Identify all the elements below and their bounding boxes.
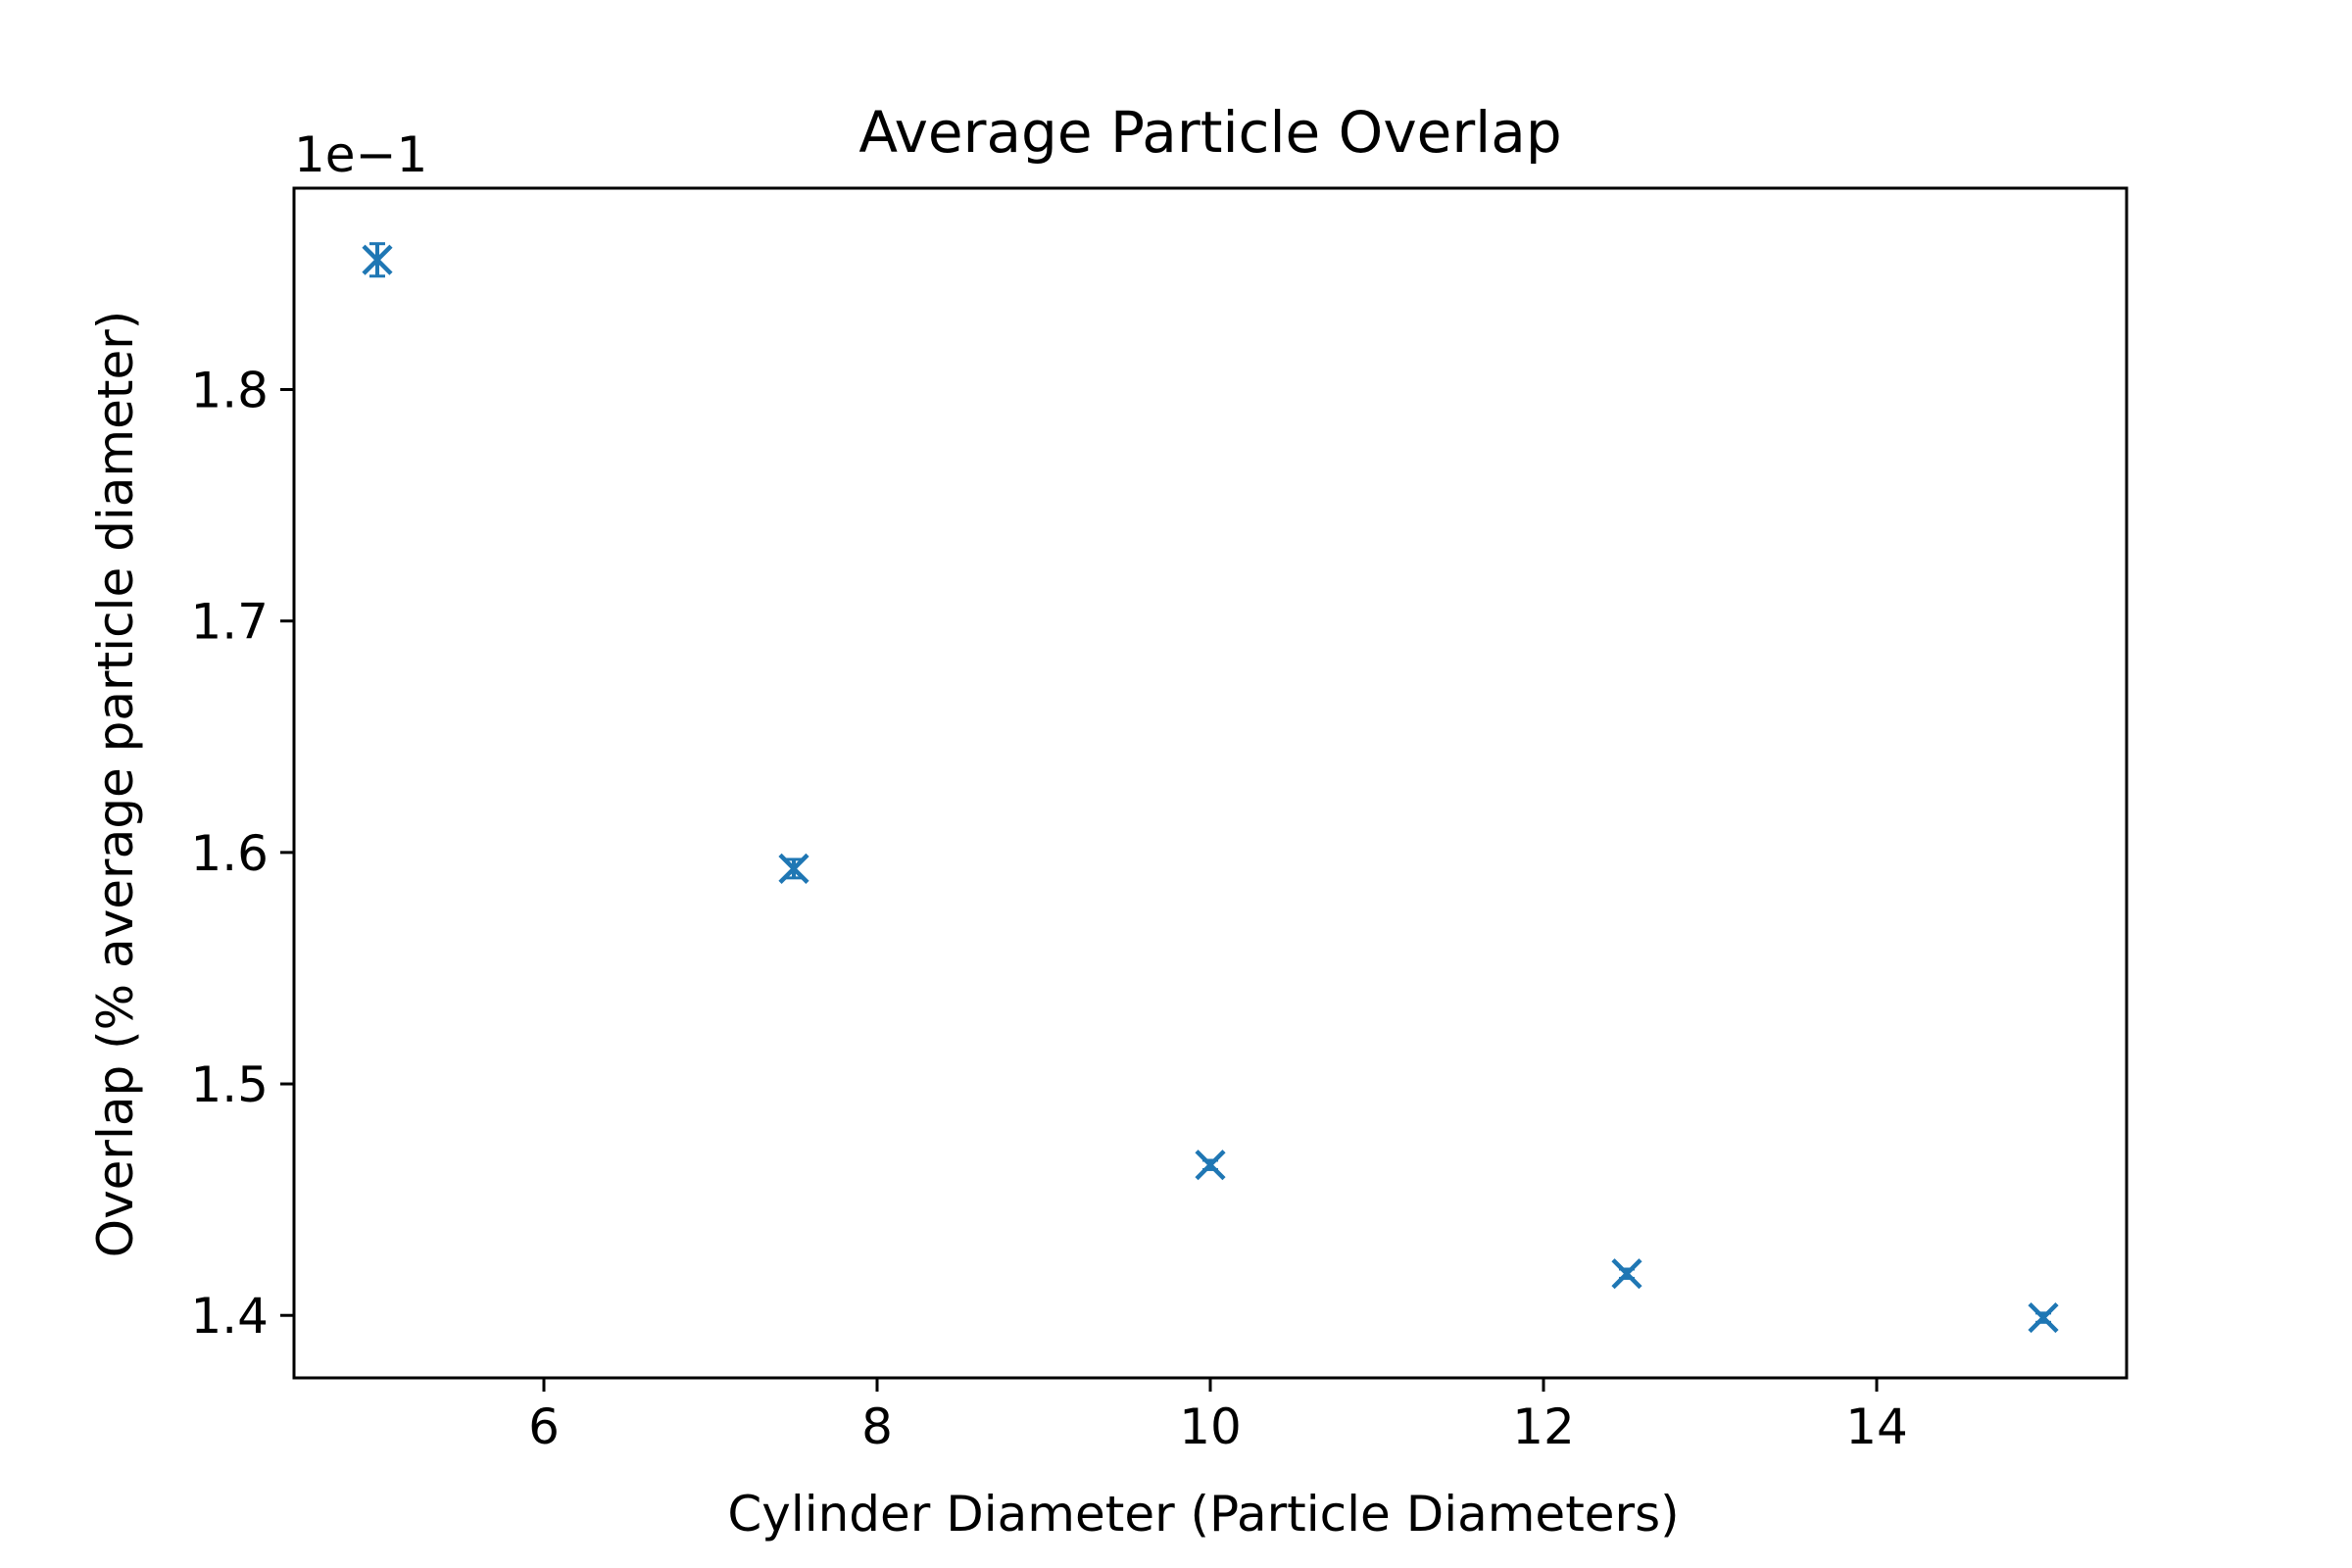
data-point [362,242,393,278]
data-point [1195,1150,1226,1181]
y-tick-label: 1.8 [190,362,269,418]
x-tick-label: 14 [1845,1398,1908,1455]
x-axis-label: Cylinder Diameter (Particle Diameters) [727,1486,1679,1543]
y-tick-label: 1.4 [190,1288,269,1345]
y-tick-label: 1.6 [190,825,269,882]
plot-marks [362,242,2059,1334]
data-point [2028,1301,2059,1334]
x-tick-label: 6 [528,1398,560,1455]
x-axis-ticks: 6 8 10 12 14 [528,1378,1908,1455]
x-marker [1611,1258,1642,1290]
y-axis-label: Overlap (% average particle diameter) [87,311,144,1258]
y-tick-label: 1.5 [190,1056,269,1113]
y-tick-label: 1.7 [190,594,269,651]
x-marker [778,853,809,884]
x-tick-label: 8 [861,1398,893,1455]
y-offset-label: 1e−1 [294,126,427,183]
x-tick-label: 12 [1512,1398,1575,1455]
x-marker [2028,1301,2059,1334]
x-marker [362,244,393,275]
chart-title: Average Particle Overlap [858,99,1561,166]
x-marker [1195,1150,1226,1181]
x-tick-label: 10 [1179,1398,1242,1455]
data-point [778,853,809,884]
y-axis-ticks: 1.4 1.5 1.6 1.7 1.8 [190,362,294,1345]
data-point [1611,1258,1642,1290]
